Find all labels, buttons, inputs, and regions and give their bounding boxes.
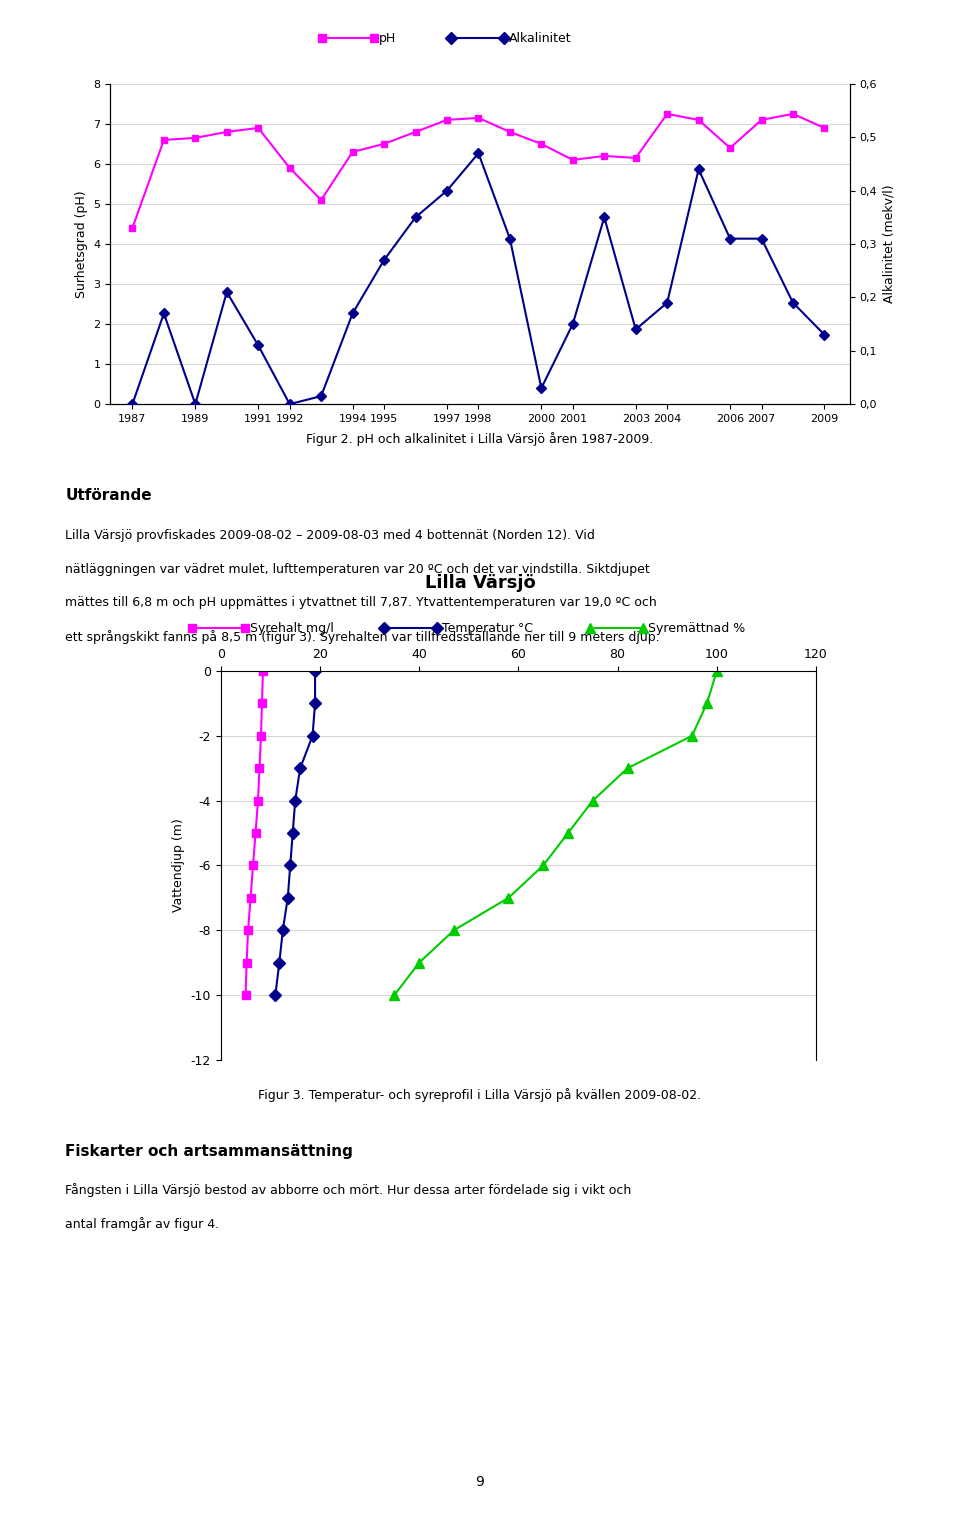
Text: Temperatur °C: Temperatur °C <box>442 622 533 634</box>
Y-axis label: Surhetsgrad (pH): Surhetsgrad (pH) <box>75 191 88 297</box>
Text: Figur 2. pH och alkalinitet i Lilla Värsjö åren 1987-2009.: Figur 2. pH och alkalinitet i Lilla Värs… <box>306 432 654 447</box>
Text: Fångsten i Lilla Värsjö bestod av abborre och mört. Hur dessa arter fördelade si: Fångsten i Lilla Värsjö bestod av abborr… <box>65 1183 632 1197</box>
Text: nätläggningen var vädret mulet, lufttemperaturen var 20 ºC och det var vindstill: nätläggningen var vädret mulet, lufttemp… <box>65 563 650 576</box>
Text: Lilla Värsjö: Lilla Värsjö <box>424 573 536 592</box>
Y-axis label: Vattendjup (m): Vattendjup (m) <box>172 819 185 912</box>
Text: Figur 3. Temperatur- och syreprofil i Lilla Värsjö på kvällen 2009-08-02.: Figur 3. Temperatur- och syreprofil i Li… <box>258 1087 702 1103</box>
Text: 9: 9 <box>475 1475 485 1490</box>
Text: mättes till 6,8 m och pH uppmättes i ytvattnet till 7,87. Ytvattentemperaturen v: mättes till 6,8 m och pH uppmättes i ytv… <box>65 596 657 610</box>
Text: Alkalinitet: Alkalinitet <box>509 32 571 44</box>
Text: pH: pH <box>379 32 396 44</box>
Text: antal framgår av figur 4.: antal framgår av figur 4. <box>65 1217 220 1231</box>
Text: Syrehalt mg/l: Syrehalt mg/l <box>250 622 333 634</box>
Text: Utförande: Utförande <box>65 488 152 503</box>
Text: ett språngskikt fanns på 8,5 m (figur 3). Syrehalten var tillfredsställande ner : ett språngskikt fanns på 8,5 m (figur 3)… <box>65 630 660 644</box>
Y-axis label: Alkalinitet (mekv/l): Alkalinitet (mekv/l) <box>882 185 896 303</box>
Text: Syremättnad %: Syremättnad % <box>648 622 745 634</box>
Text: Fiskarter och artsammansättning: Fiskarter och artsammansättning <box>65 1144 353 1159</box>
Text: Lilla Värsjö provfiskades 2009-08-02 – 2009-08-03 med 4 bottennät (Norden 12). V: Lilla Värsjö provfiskades 2009-08-02 – 2… <box>65 529 595 543</box>
